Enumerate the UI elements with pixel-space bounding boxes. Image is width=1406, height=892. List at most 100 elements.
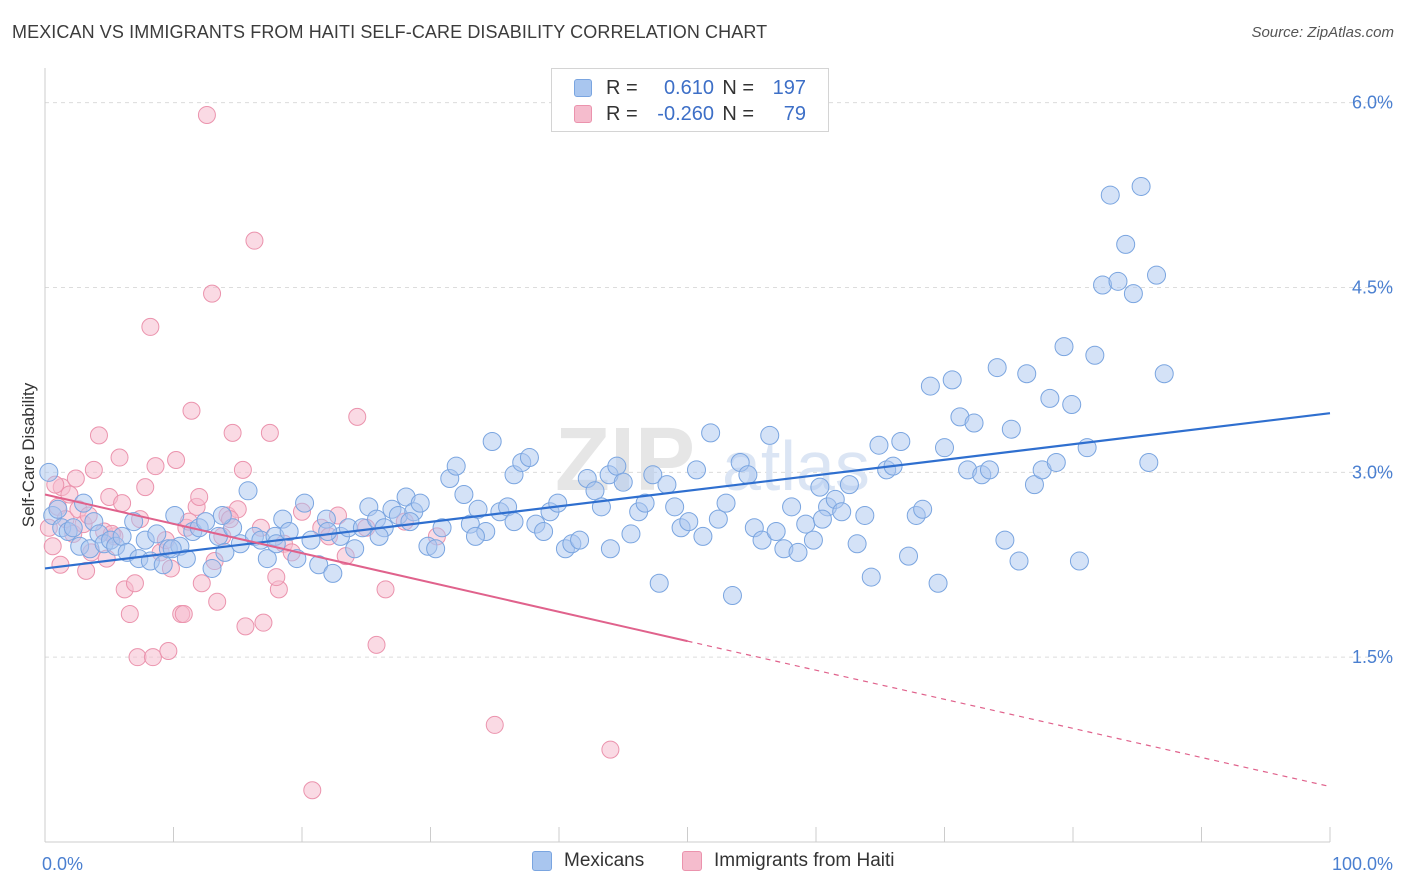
haiti-point xyxy=(120,605,139,624)
haiti-point xyxy=(223,423,242,442)
mexican-point xyxy=(279,521,299,541)
mexican-point xyxy=(766,521,786,541)
haiti-point xyxy=(260,423,279,442)
mexican-point xyxy=(635,493,655,513)
haiti-point xyxy=(167,451,186,469)
mexican-point xyxy=(400,512,420,532)
mexican-point xyxy=(446,456,466,476)
haiti-point xyxy=(303,781,322,800)
legend-r-label: R = xyxy=(606,76,638,99)
mexican-point xyxy=(600,539,620,559)
mexican-point xyxy=(482,432,502,452)
mexican-point xyxy=(48,499,68,519)
haiti-point xyxy=(267,568,286,587)
source-label: Source: ZipAtlas.com xyxy=(1251,24,1394,41)
mexican-point xyxy=(752,530,772,550)
mexican-point xyxy=(1147,265,1167,285)
y-tick-label: 1.5% xyxy=(1352,647,1393,667)
mexican-point xyxy=(796,514,816,534)
watermark-zip: ZIP xyxy=(555,410,695,510)
mexican-point xyxy=(839,475,859,495)
mexican-point xyxy=(1108,271,1128,291)
mexican-point xyxy=(803,530,823,550)
mexican-point xyxy=(504,512,524,532)
mexican-point xyxy=(679,512,699,532)
mexican-point xyxy=(287,549,307,569)
axes xyxy=(44,68,1331,843)
x-tick-label: 0.0% xyxy=(42,854,83,874)
mexican-points xyxy=(39,176,1174,606)
mexican-point xyxy=(301,530,321,550)
y-axis-label: Self-Care Disability xyxy=(19,382,38,527)
mexican-point xyxy=(432,518,452,538)
mexican-point xyxy=(153,555,173,575)
mexican-point xyxy=(788,542,808,562)
mexican-point xyxy=(1054,337,1074,357)
mexican-point xyxy=(369,526,389,546)
haiti-trend-extension xyxy=(687,640,1331,788)
mexican-point xyxy=(1040,388,1060,408)
mexican-point xyxy=(39,462,59,482)
mexican-point xyxy=(1017,364,1037,384)
mexican-point xyxy=(782,497,802,517)
mexican-point xyxy=(964,413,984,433)
chart-title: MEXICAN VS IMMIGRANTS FROM HAITI SELF-CA… xyxy=(12,22,768,42)
mexican-point xyxy=(1046,452,1066,472)
haiti-point xyxy=(376,580,395,599)
mexican-point xyxy=(1154,364,1174,384)
mexican-point xyxy=(928,573,948,593)
legend-label-haiti: Immigrants from Haiti xyxy=(714,850,895,871)
haiti-point xyxy=(110,448,129,467)
mexican-point xyxy=(657,475,677,495)
mexican-point xyxy=(1069,551,1089,571)
mexican-point xyxy=(1001,419,1021,439)
mexican-point xyxy=(738,465,758,485)
legend-swatch-blue xyxy=(574,79,592,97)
haiti-point xyxy=(192,574,211,593)
mexican-point xyxy=(935,438,954,458)
legend-r-label: R = xyxy=(606,102,638,125)
mexican-point xyxy=(176,549,196,569)
tick-labels: 1.5% 3.0% 4.5% 6.0% 0.0% 100.0% xyxy=(42,93,1393,874)
legend-item-haiti[interactable]: Immigrants from Haiti xyxy=(682,850,895,872)
legend-label-mexicans: Mexicans xyxy=(564,850,645,871)
haiti-point xyxy=(89,426,108,445)
legend-item-mexicans[interactable]: Mexicans xyxy=(532,850,644,872)
mexican-point xyxy=(995,530,1015,550)
legend-row-haiti: R = -0.260 N = 79 xyxy=(574,101,806,127)
mexican-point xyxy=(920,376,940,396)
mexican-point xyxy=(891,432,911,452)
mexican-point xyxy=(202,558,222,578)
mexican-point xyxy=(1100,185,1120,205)
mexican-point xyxy=(323,563,343,583)
haiti-point xyxy=(203,284,222,303)
mexican-point xyxy=(979,460,999,480)
mexican-point xyxy=(318,521,338,541)
haiti-point xyxy=(254,613,273,632)
mexican-point xyxy=(1139,452,1159,472)
haiti-point xyxy=(367,635,386,654)
mexican-point xyxy=(760,425,780,445)
mexican-point xyxy=(212,505,232,525)
haiti-point xyxy=(125,574,144,593)
mexican-point xyxy=(810,477,830,497)
mexican-point xyxy=(63,518,83,538)
haiti-point xyxy=(43,537,62,556)
mexican-point xyxy=(147,524,167,544)
legend-swatch-blue xyxy=(532,851,552,871)
mexican-point xyxy=(345,539,365,559)
mexican-point xyxy=(716,493,736,513)
mexican-point xyxy=(621,524,641,544)
mexican-point xyxy=(832,502,852,522)
mexican-point xyxy=(410,493,430,513)
haiti-point xyxy=(208,592,227,611)
haiti-point xyxy=(233,460,252,479)
haiti-point xyxy=(236,617,255,636)
haiti-point xyxy=(143,648,162,667)
correlation-legend: R = 0.610 N = 197 R = -0.260 N = 79 xyxy=(551,68,829,132)
mexican-point xyxy=(701,423,721,443)
mexican-point xyxy=(1123,284,1143,304)
mexican-point xyxy=(869,435,889,455)
haiti-point xyxy=(190,487,209,506)
